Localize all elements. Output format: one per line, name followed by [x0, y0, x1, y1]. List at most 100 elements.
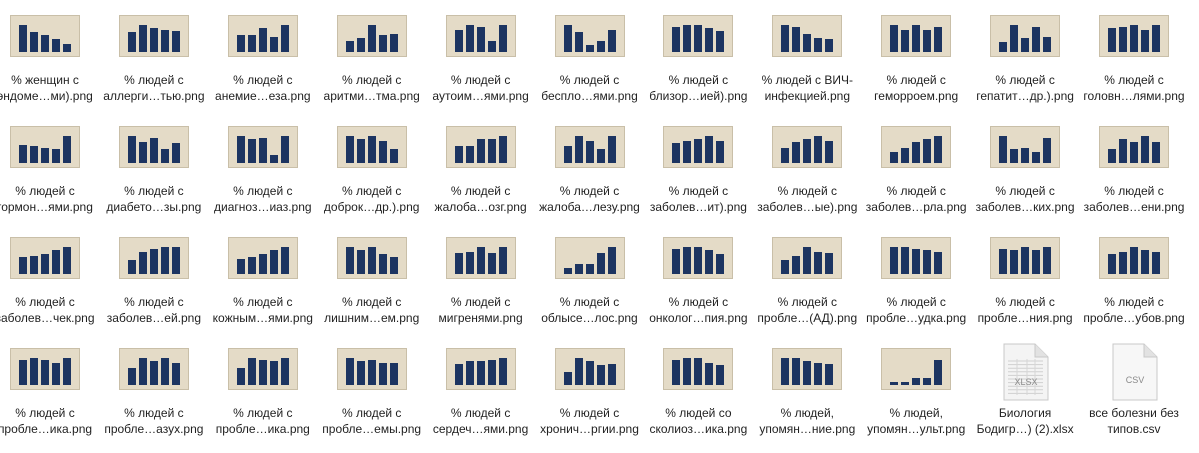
file-item[interactable]: % людей с заболев…ит).png [643, 121, 753, 231]
file-name-line2: аритми…тма.png [323, 89, 420, 103]
thumbnail-bar [1032, 27, 1041, 52]
file-item[interactable]: % женщин с эндоме…ми).png [0, 10, 100, 120]
thumbnail-bar [1141, 136, 1149, 163]
thumbnail-bar [465, 361, 474, 385]
file-item[interactable]: % людей с заболев…чек.png [0, 232, 100, 342]
file-name-label: % людей с пробле…ика.png [206, 405, 320, 437]
file-item[interactable]: % людей с сердеч…ями.png [426, 343, 536, 453]
file-name-line2: аллерги…тью.png [103, 89, 205, 103]
file-item[interactable]: % людей с жалоба…озг.png [426, 121, 536, 231]
thumbnail-bar [672, 360, 681, 385]
file-item[interactable]: % людей с пробле…азух.png [99, 343, 209, 453]
file-name-label: % людей с пробле…удка.png [859, 294, 973, 326]
file-name-label: % людей с заболев…рла.png [859, 183, 973, 215]
file-item[interactable]: % людей с лишним…ем.png [317, 232, 427, 342]
file-item[interactable]: % людей с заболев…ые).png [752, 121, 862, 231]
file-item[interactable]: % людей, упомян…ульт.png [861, 343, 971, 453]
thumbnail-bar [52, 250, 60, 274]
file-item[interactable]: % людей с диагноз…иаз.png [208, 121, 318, 231]
file-item[interactable]: % людей с пробле…емы.png [317, 343, 427, 453]
file-item[interactable]: % людей с аритми…тма.png [317, 10, 427, 120]
file-item[interactable]: XLSX Биология Бодигр…) (2).xlsx [970, 343, 1080, 453]
file-item[interactable]: CSV все болезни без типов.csv [1079, 343, 1189, 453]
file-item[interactable]: % людей с облысе…лос.png [535, 232, 645, 342]
file-item[interactable]: % людей с пробле…ика.png [208, 343, 318, 453]
thumbnail-bar [1130, 142, 1138, 163]
thumbnail-bar [487, 360, 496, 385]
file-item[interactable]: % людей с гормон…ями.png [0, 121, 100, 231]
thumbnail-bar [1130, 247, 1138, 274]
file-item[interactable]: % людей с гепатит…др.).png [970, 10, 1080, 120]
thumbnail-bar [378, 141, 387, 163]
file-name-line2: геморроем.png [874, 89, 959, 103]
thumbnail-bar [912, 25, 921, 52]
thumbnail-bar [705, 250, 714, 274]
thumbnail-bar [585, 45, 594, 52]
thumbnail-bar [236, 368, 245, 385]
file-name-label: Биология Бодигр…) (2).xlsx [968, 405, 1082, 437]
spreadsheet-file-icon: XLSX [1003, 343, 1049, 401]
file-item[interactable]: % людей, упомян…ние.png [752, 343, 862, 453]
file-item[interactable]: % людей с заболев…ени.png [1079, 121, 1189, 231]
file-item[interactable]: % людей с геморроем.png [861, 10, 971, 120]
file-item[interactable]: % людей с онколог…пия.png [643, 232, 753, 342]
file-item[interactable]: % людей с пробле…ика.png [0, 343, 100, 453]
file-item[interactable]: % людей с близор…ией).png [643, 10, 753, 120]
thumbnail-bar [160, 358, 169, 385]
file-name-label: % людей с заболев…ей.png [97, 294, 211, 326]
file-item[interactable]: % людей с заболев…ей.png [99, 232, 209, 342]
thumbnail-bar [52, 149, 60, 163]
file-item[interactable]: % людей с диабето…зы.png [99, 121, 209, 231]
thumbnail-bar [574, 32, 583, 52]
png-thumbnail-icon [990, 126, 1061, 168]
thumbnail-bar [1119, 252, 1127, 274]
file-item[interactable]: % людей с пробле…удка.png [861, 232, 971, 342]
file-item[interactable]: % людей с анемие…еза.png [208, 10, 318, 120]
file-name-label: % людей с головн…лями.png [1077, 72, 1191, 104]
file-item[interactable]: % людей с беспло…ями.png [535, 10, 645, 120]
file-item[interactable]: % людей с мигренями.png [426, 232, 536, 342]
file-name-line1: % людей с ВИЧ- [761, 73, 853, 87]
file-item[interactable]: % людей с пробле…убов.png [1079, 232, 1189, 342]
file-name-line2: пробле…емы.png [322, 422, 422, 436]
thumbnail-bar [803, 34, 812, 52]
thumbnail-bar [258, 254, 267, 274]
csv-file-icon: CSV [1112, 343, 1158, 401]
thumbnail-bar [30, 256, 38, 274]
file-item[interactable]: % людей со сколиоз…ика.png [643, 343, 753, 453]
file-item[interactable]: % людей с ВИЧ-инфекцией.png [752, 10, 862, 120]
file-name-line2: заболев…ени.png [1083, 200, 1185, 214]
thumbnail-bar [694, 139, 703, 163]
thumbnail-bar [378, 35, 387, 52]
thumbnail-bar [705, 28, 714, 52]
file-name-line1: % людей с [886, 295, 946, 309]
png-thumbnail-icon [990, 237, 1061, 279]
thumbnail-bar [41, 35, 49, 52]
file-name-label: % людей с ВИЧ-инфекцией.png [750, 72, 864, 104]
thumbnail-bar [912, 142, 921, 163]
file-item[interactable]: % людей с головн…лями.png [1079, 10, 1189, 120]
png-thumbnail-icon [118, 237, 189, 279]
thumbnail-bar [1043, 138, 1052, 163]
thumbnail-bar [1119, 139, 1127, 163]
thumbnail-bar [1108, 28, 1116, 52]
file-name-label: % людей с беспло…ями.png [533, 72, 647, 104]
file-item[interactable]: % людей с кожным…ями.png [208, 232, 318, 342]
png-thumbnail-icon [118, 348, 189, 390]
file-name-line1: % людей с [995, 73, 1055, 87]
thumbnail-bar [563, 372, 572, 385]
file-item[interactable]: % людей с заболев…ких.png [970, 121, 1080, 231]
file-item[interactable]: % людей с аутоим…ями.png [426, 10, 536, 120]
file-item[interactable]: % людей с аллерги…тью.png [99, 10, 209, 120]
file-item[interactable]: % людей с доброк…др.).png [317, 121, 427, 231]
thumbnail-bar [825, 253, 834, 274]
file-item[interactable]: % людей с пробле…ния.png [970, 232, 1080, 342]
file-item[interactable]: % людей с жалоба…лезу.png [535, 121, 645, 231]
file-item[interactable]: % людей с хронич…ргии.png [535, 343, 645, 453]
file-item[interactable]: % людей с заболев…рла.png [861, 121, 971, 231]
thumbnail-bar [792, 142, 801, 163]
file-item[interactable]: % людей с пробле…(АД).png [752, 232, 862, 342]
thumbnail-bar [476, 27, 485, 52]
thumbnail-bar [694, 247, 703, 274]
png-thumbnail-icon [881, 126, 952, 168]
